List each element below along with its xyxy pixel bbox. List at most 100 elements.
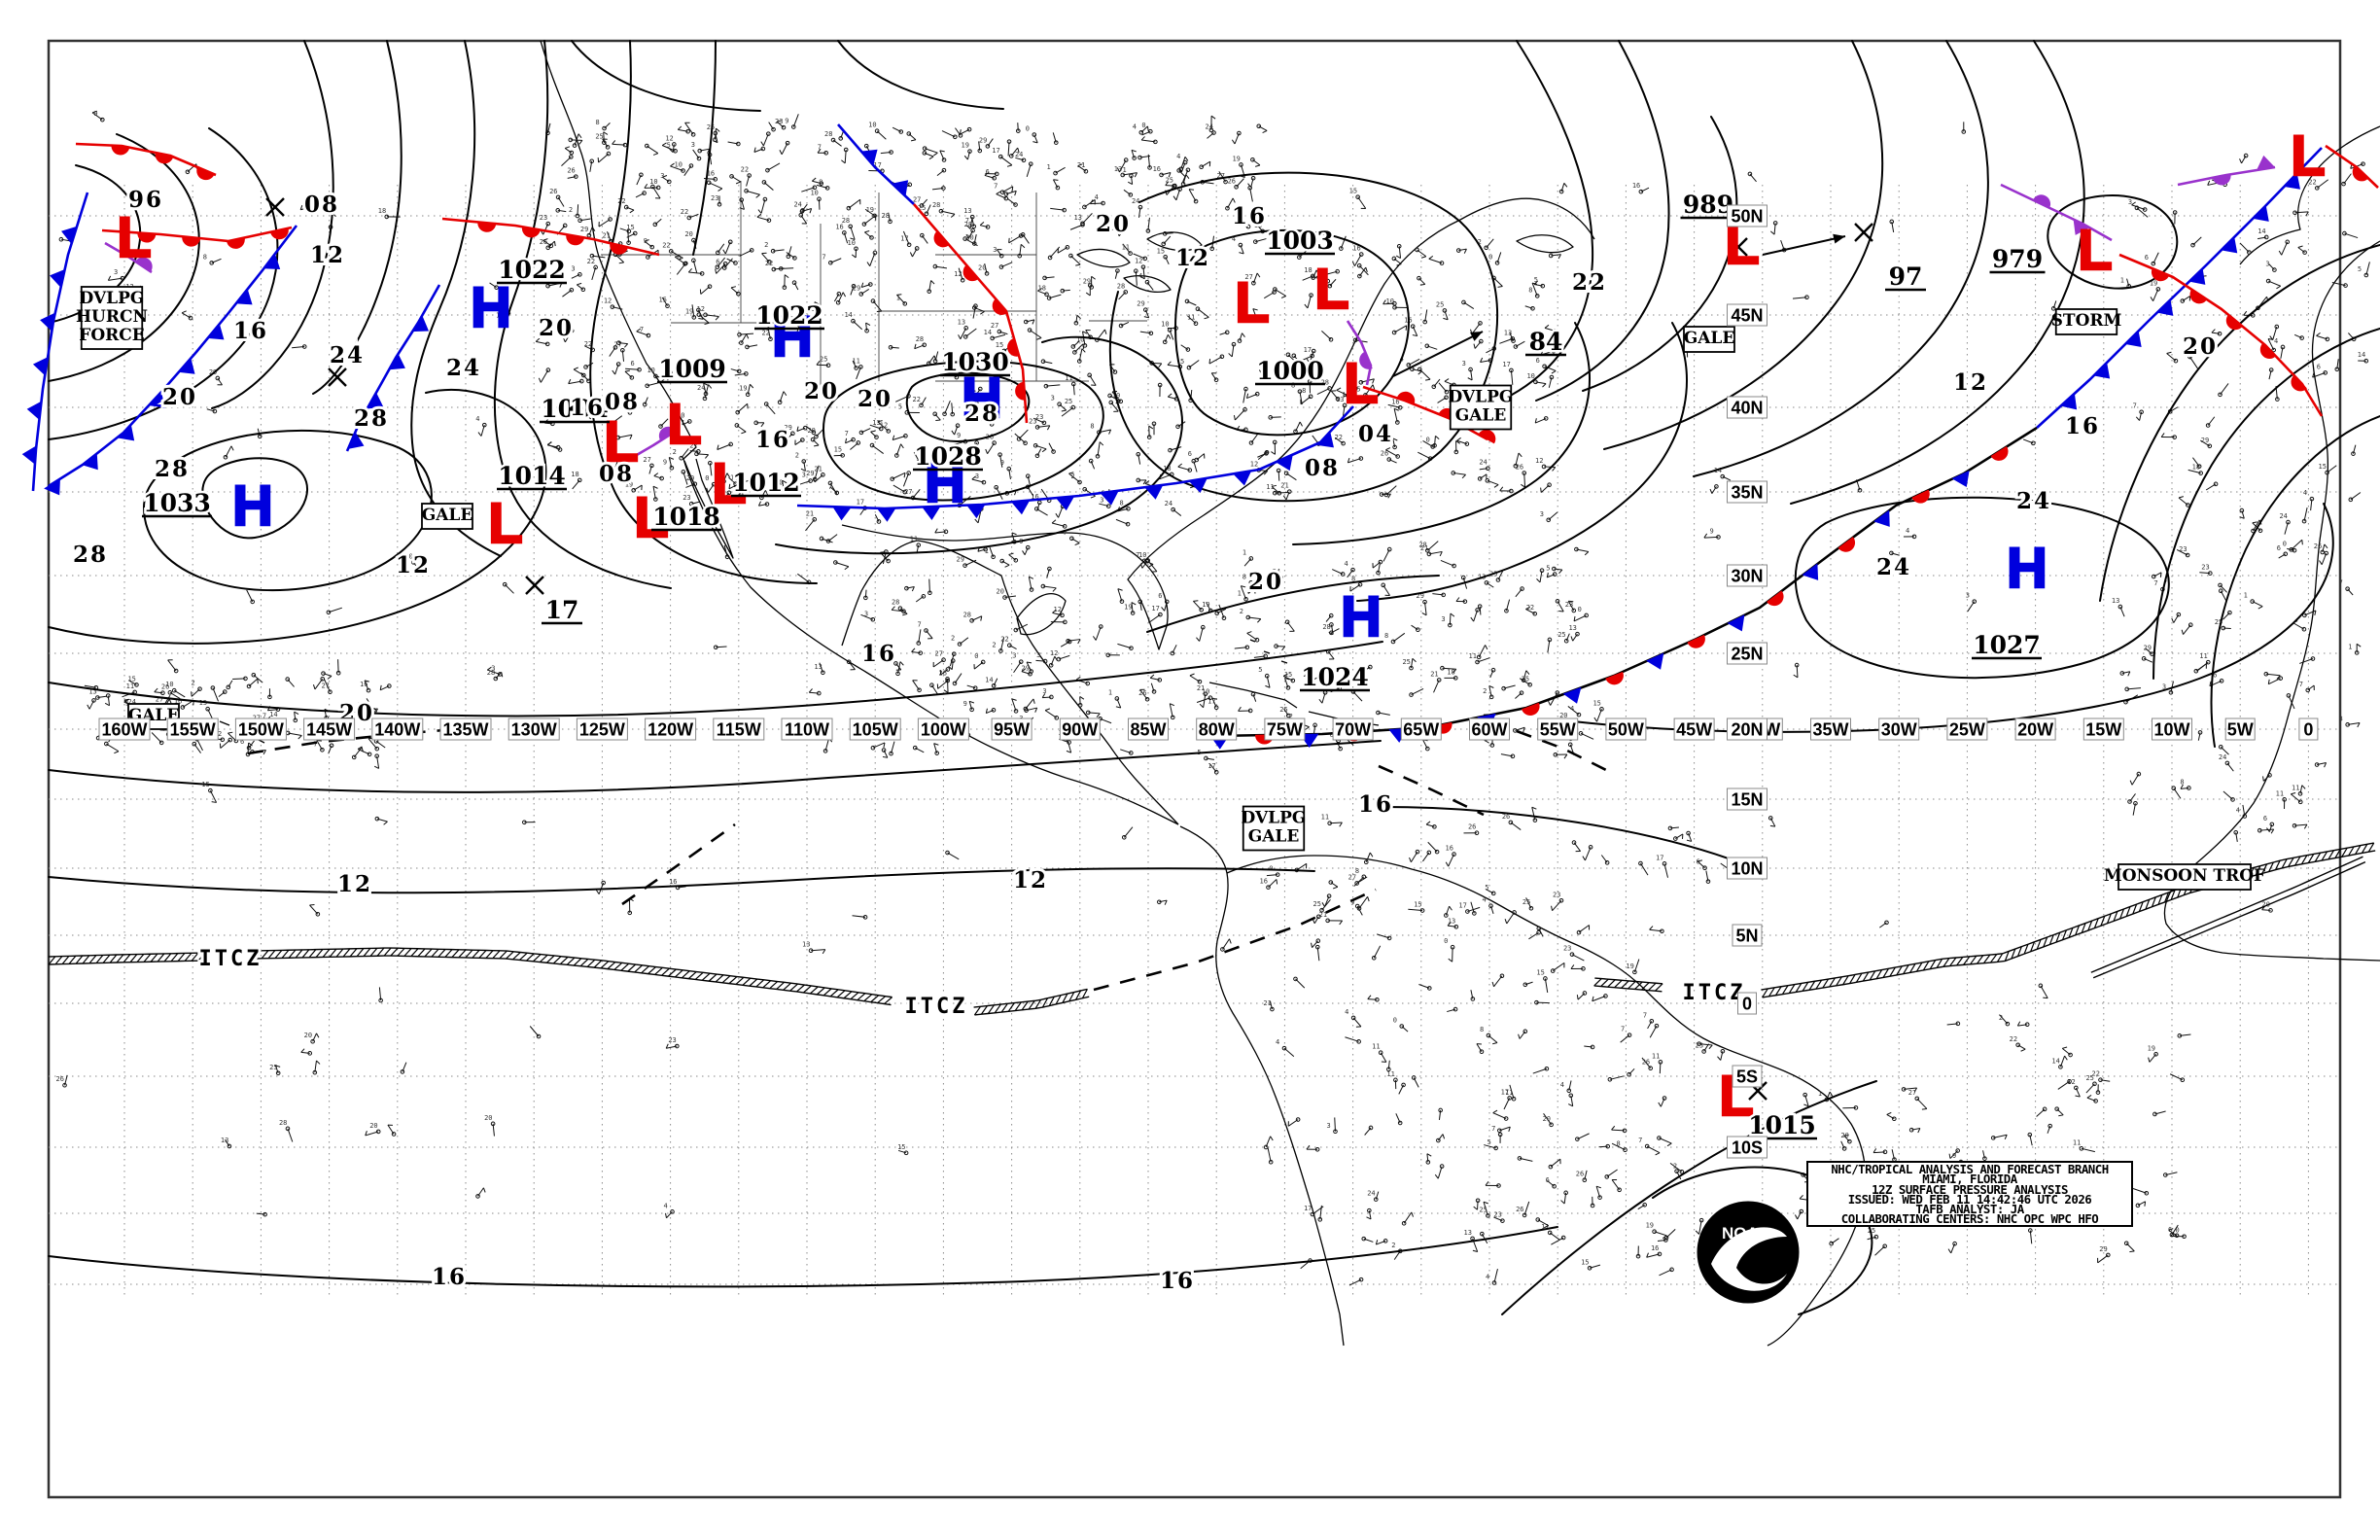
station-value: 10 xyxy=(847,239,855,247)
wind-barb-tick-icon xyxy=(2178,496,2184,499)
wind-barb-tick-icon xyxy=(1412,334,1418,337)
wind-barb-icon xyxy=(1437,1134,1444,1141)
station-plot xyxy=(1051,519,1068,529)
station-plot xyxy=(1635,1245,1641,1259)
wind-barb-icon xyxy=(740,333,748,343)
wind-barb-icon xyxy=(667,372,671,381)
station-plot xyxy=(985,708,997,715)
station-plot xyxy=(658,418,669,429)
station-plot: 0 xyxy=(1573,606,1589,622)
station-plot: 1 xyxy=(2120,276,2132,289)
station-value: 1 xyxy=(896,294,900,301)
station-plot: 25 xyxy=(1313,899,1331,913)
wind-barb-icon xyxy=(1234,132,1240,145)
wind-barb-icon xyxy=(1411,687,1424,696)
station-circle-icon xyxy=(1122,226,1128,231)
station-circle-icon xyxy=(1297,255,1302,260)
station-plot xyxy=(1048,655,1058,668)
station-plot: 13 xyxy=(1447,917,1459,929)
station-value: 27 xyxy=(913,195,921,203)
station-plot: 0 xyxy=(1141,122,1153,136)
station-value: 4 xyxy=(1276,1038,1279,1046)
wind-barb-tick-icon xyxy=(1116,167,1120,173)
wind-barb-tick-icon xyxy=(1470,616,1475,622)
station-plot xyxy=(1686,830,1693,842)
station-plot xyxy=(1491,973,1505,988)
wind-barb-icon xyxy=(737,402,749,413)
wind-barb-icon xyxy=(1505,599,1511,612)
wind-barb-icon xyxy=(801,187,816,192)
station-plot: 3 xyxy=(1041,687,1054,700)
wind-barb-icon xyxy=(860,289,870,295)
station-plot xyxy=(1225,197,1236,211)
station-plot xyxy=(1293,421,1303,435)
station-plot xyxy=(542,238,554,249)
wind-barb-icon xyxy=(697,309,704,320)
station-circle-icon xyxy=(1484,245,1488,251)
wind-barb-icon xyxy=(670,165,683,171)
wind-barb-icon xyxy=(902,472,910,487)
station-plot: 25 xyxy=(1479,1201,1490,1218)
station-value: 10 xyxy=(1386,298,1394,305)
station-value: 17 xyxy=(1502,361,1510,368)
station-value: 9 xyxy=(644,237,648,245)
station-plot: 10 xyxy=(810,190,822,210)
station-value: 10 xyxy=(649,178,657,186)
wind-barb-tick-icon xyxy=(1463,248,1467,254)
wind-barb-tick-icon xyxy=(644,183,648,189)
wind-barb-tick-icon xyxy=(1540,487,1542,493)
wind-barb-icon xyxy=(625,403,631,413)
wind-barb-icon xyxy=(2299,658,2314,664)
station-value: 10 xyxy=(1161,320,1169,328)
wind-barb-icon xyxy=(1458,248,1467,252)
wind-barb-tick-icon xyxy=(1074,542,1080,545)
wind-barb-tick-icon xyxy=(860,282,864,288)
wind-barb-icon xyxy=(1299,391,1303,405)
station-value: 29 xyxy=(2201,437,2209,444)
station-plot xyxy=(996,191,1009,201)
wind-barb-icon xyxy=(859,508,866,515)
wind-barb-icon xyxy=(996,193,1007,199)
wind-barb-icon xyxy=(2261,909,2271,911)
wind-barb-icon xyxy=(618,342,628,345)
station-circle-icon xyxy=(833,560,838,565)
station-plot xyxy=(612,458,622,473)
station-plot: 14 xyxy=(984,329,1006,341)
wind-barb-icon xyxy=(786,252,795,259)
station-value: 4 xyxy=(2274,337,2278,345)
station-circle-icon xyxy=(1082,204,1087,210)
wind-barb-tick-icon xyxy=(1492,1109,1498,1114)
wind-barb-tick-icon xyxy=(623,343,629,348)
station-value: 27 xyxy=(1908,1089,1916,1097)
wind-barb-tick-icon xyxy=(1461,473,1466,479)
station-plot: 28 xyxy=(964,221,975,239)
station-plot xyxy=(1395,1113,1403,1126)
station-plot xyxy=(1382,546,1392,562)
station-circle-icon xyxy=(846,205,852,211)
station-value: 26 xyxy=(1516,1206,1523,1213)
wind-barb-icon xyxy=(635,192,645,198)
station-plot xyxy=(1379,492,1391,499)
wind-barb-tick-icon xyxy=(1558,610,1564,612)
wind-barb-icon xyxy=(978,141,981,152)
station-value: 19 xyxy=(739,385,747,393)
station-plot: 3 xyxy=(971,472,987,485)
wind-barb-tick-icon xyxy=(670,162,675,167)
wind-barb-icon xyxy=(544,422,553,425)
station-value: 28 xyxy=(964,221,972,228)
wind-barb-tick-icon xyxy=(903,472,906,478)
station-value: 14 xyxy=(844,311,852,319)
wind-barb-tick-icon xyxy=(809,208,813,214)
wind-barb-tick-icon xyxy=(1563,753,1568,759)
wind-barb-icon xyxy=(796,480,811,486)
wind-barb-tick-icon xyxy=(1052,609,1057,613)
wind-barb-tick-icon xyxy=(1161,607,1166,612)
station-circle-icon xyxy=(1657,1136,1662,1140)
station-plot xyxy=(745,344,758,350)
station-plot xyxy=(1990,1134,2008,1140)
wind-barb-icon xyxy=(895,395,909,402)
station-value: 29 xyxy=(1083,277,1091,285)
wind-barb-tick-icon xyxy=(750,383,754,389)
wind-barb-icon xyxy=(312,1032,317,1042)
station-value: 20 xyxy=(304,1032,312,1039)
